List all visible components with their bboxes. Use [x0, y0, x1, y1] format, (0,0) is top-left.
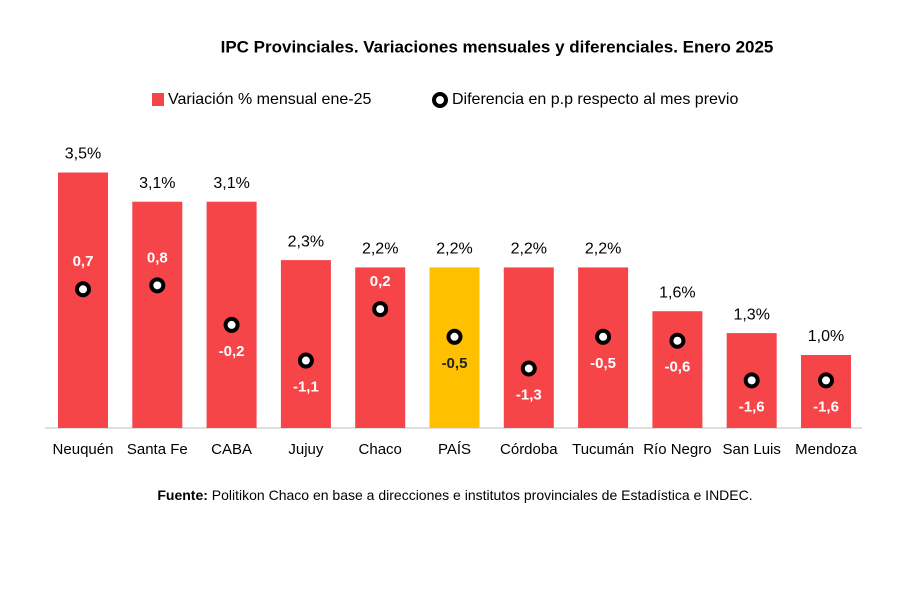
x-tick-label: Tucumán	[572, 441, 634, 458]
bar	[355, 267, 406, 428]
legend-swatch	[152, 93, 164, 106]
chart-title: IPC Provinciales. Variaciones mensuales …	[221, 37, 774, 56]
bar	[132, 201, 183, 428]
legend-label: Variación % mensual ene-25	[168, 91, 371, 108]
x-tick-label: CABA	[211, 441, 252, 458]
x-tick-label: Chaco	[359, 441, 402, 458]
bar-value-label: 2,2%	[436, 241, 472, 258]
dot	[818, 372, 834, 389]
dot	[743, 372, 760, 389]
bar	[280, 260, 331, 428]
bar	[503, 267, 554, 428]
x-tick-label: Neuquén	[53, 441, 114, 458]
source: Fuente: Politikon Chaco en base a direcc…	[157, 487, 752, 503]
bar-value-label: 1,3%	[733, 306, 769, 323]
bar-value-label: 1,0%	[808, 328, 844, 345]
source-text: Politikon Chaco en base a direcciones e …	[212, 487, 753, 503]
x-tick-label: San Luis	[723, 441, 781, 458]
bar	[206, 201, 257, 428]
dot	[595, 328, 612, 345]
x-tick-label: Mendoza	[795, 441, 857, 458]
dot	[520, 360, 537, 377]
bar	[58, 172, 108, 428]
dot	[372, 301, 389, 318]
bar	[429, 267, 480, 428]
bar-value-label: 3,1%	[139, 175, 175, 192]
bar-value-label: 2,3%	[288, 233, 324, 250]
dot-value-label: -0,6	[664, 359, 690, 376]
dot-value-label: -1,6	[813, 398, 839, 415]
dot-value-label: -0,5	[590, 355, 616, 372]
x-tick-label: PAÍS	[438, 441, 471, 458]
legend-label: Diferencia en p.p respecto al mes previo	[452, 91, 738, 108]
dot	[223, 316, 240, 333]
dot-value-label: 0,8	[147, 249, 168, 266]
source-label: Fuente:	[157, 487, 208, 503]
dot	[149, 277, 166, 294]
x-tick-label: Córdoba	[500, 441, 558, 458]
dot	[446, 328, 463, 345]
dot-value-label: -1,6	[739, 398, 765, 415]
dot	[669, 332, 686, 349]
dot-value-label: -1,1	[293, 379, 319, 396]
bar	[578, 267, 629, 428]
dot-value-label: -0,2	[219, 343, 245, 360]
legend-marker	[432, 92, 448, 108]
dot-value-label: 0,2	[370, 273, 391, 290]
bar-value-label: 2,2%	[511, 241, 547, 258]
bar-value-label: 1,6%	[659, 284, 695, 301]
bar-value-label: 2,2%	[585, 241, 621, 258]
dot	[297, 352, 314, 369]
x-tick-label: Santa Fe	[127, 441, 188, 458]
x-tick-label: Río Negro	[643, 441, 711, 458]
bar	[652, 311, 703, 428]
bar-value-label: 2,2%	[362, 241, 398, 258]
dot	[75, 281, 91, 298]
bar-value-label: 3,5%	[65, 146, 101, 163]
x-tick-label: Jujuy	[288, 441, 324, 458]
dot-value-label: -1,3	[516, 386, 542, 403]
dot-value-label: -0,5	[442, 355, 468, 372]
dot-value-label: 0,7	[73, 253, 94, 270]
bar-value-label: 3,1%	[213, 175, 249, 192]
bar	[801, 355, 851, 428]
